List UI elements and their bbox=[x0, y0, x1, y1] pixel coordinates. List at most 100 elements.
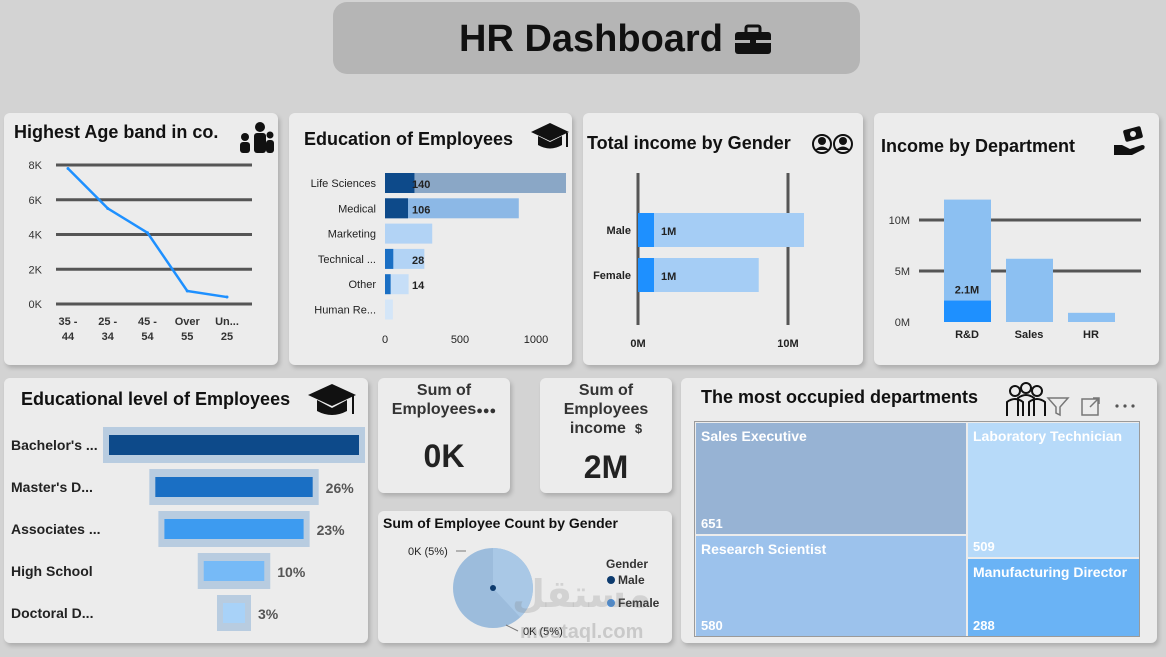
x-tick-label: 55 bbox=[181, 331, 193, 343]
x-tick-label: 45 - bbox=[138, 316, 157, 328]
bar bbox=[385, 248, 425, 269]
page-title: HR Dashboard bbox=[459, 18, 723, 60]
departments-card[interactable]: The most occupied departments Sales Exec… bbox=[681, 378, 1157, 643]
legend-title: Gender bbox=[606, 557, 648, 571]
money-hand-icon bbox=[1114, 126, 1145, 155]
gender-income-title: Total income by Gender bbox=[587, 133, 791, 153]
kpi-employees-card[interactable]: Sum of Employees●●● 0K bbox=[378, 378, 510, 493]
data-label: 28 bbox=[412, 255, 424, 267]
education-card[interactable]: Education of Employees Life Sciences 140 M… bbox=[289, 113, 572, 365]
gender-pie-title: Sum of Employee Count by Gender bbox=[383, 515, 618, 531]
more-options-icon[interactable] bbox=[1112, 395, 1138, 417]
highlight-bar bbox=[385, 248, 394, 269]
y-tick-label: 10M bbox=[889, 215, 910, 227]
x-tick-label: 0 bbox=[382, 334, 388, 346]
filter-icon[interactable] bbox=[1046, 395, 1070, 417]
x-tick-label: 34 bbox=[102, 331, 115, 343]
gender-income-card[interactable]: Total income by Gender Male 1M Female 1M 0M 1… bbox=[583, 113, 863, 365]
x-tick-label: Un... bbox=[215, 316, 239, 328]
treemap-cell-label: Laboratory Technician bbox=[973, 428, 1123, 444]
category-label: Master's D... bbox=[11, 479, 93, 495]
treemap-cell-value: 651 bbox=[701, 516, 723, 531]
dollar-icon: $ bbox=[634, 421, 643, 436]
highlight-bar bbox=[385, 274, 391, 295]
y-tick-label: 4K bbox=[29, 230, 43, 242]
funnel-bar bbox=[203, 561, 265, 581]
kpi-income-label-1: Sum of bbox=[578, 382, 634, 399]
x-tick-label: HR bbox=[1083, 329, 1099, 341]
treemap-cell[interactable]: Laboratory Technician 509 bbox=[968, 423, 1139, 557]
kpi-income-value: 2M bbox=[583, 449, 629, 485]
funnel-bar bbox=[109, 435, 359, 455]
category-label: High School bbox=[11, 563, 93, 579]
y-tick-label: 5M bbox=[895, 266, 910, 278]
data-label: 10% bbox=[277, 564, 306, 580]
bar bbox=[638, 213, 804, 247]
kpi-income-label-3-row: income $ bbox=[540, 419, 672, 438]
legend-label: Male bbox=[618, 573, 645, 587]
gender-income-bar-chart[interactable]: Male 1M Female 1M 0M 10M bbox=[583, 113, 863, 365]
category-label: Bachelor's ... bbox=[11, 437, 98, 453]
team-icon bbox=[1006, 382, 1046, 416]
category-label: Other bbox=[348, 279, 376, 291]
data-label: 14 bbox=[412, 280, 425, 292]
category-label: Medical bbox=[338, 203, 376, 215]
title-banner: HR Dashboard bbox=[333, 2, 860, 74]
pie-data-label: 0K (5%) bbox=[408, 546, 448, 558]
kpi-employees-label: Sum of Employees●●● bbox=[378, 381, 510, 421]
graduation-cap-icon bbox=[308, 384, 356, 415]
bar bbox=[385, 274, 409, 295]
legend-swatch bbox=[607, 599, 615, 607]
edu-level-card[interactable]: Educational level of Employees Bachelor'… bbox=[4, 378, 368, 643]
pie-data-label: 0K (5%) bbox=[523, 626, 563, 638]
treemap-cell[interactable]: Research Scientist 580 bbox=[696, 536, 966, 636]
graduation-cap-icon bbox=[531, 123, 569, 149]
age-line-chart[interactable]: 8K 6K 4K 2K 0K 35 - 44 25 - 34 45 - 54 Over 55 Un... 2… bbox=[4, 113, 278, 365]
briefcase-icon bbox=[735, 24, 771, 54]
x-tick-label: 54 bbox=[141, 331, 154, 343]
x-tick-label: Sales bbox=[1015, 329, 1044, 341]
gender-pie-card[interactable]: Sum of Employee Count by Gender 0K (5%) 0… bbox=[378, 511, 672, 643]
education-title: Education of Employees bbox=[304, 129, 514, 149]
kpi-income-card[interactable]: Sum of Employees income $ 2M bbox=[540, 378, 672, 493]
age-band-card[interactable]: Highest Age band in co. 8K 6K 4K 2K 0K 35 - 44… bbox=[4, 113, 278, 365]
kpi-employees-label-text: Sum of Employees bbox=[391, 382, 477, 418]
treemap-cell-label: Sales Executive bbox=[701, 428, 807, 444]
legend-swatch bbox=[607, 576, 615, 584]
gender-avatars-icon bbox=[812, 134, 853, 154]
data-label: 106 bbox=[412, 204, 430, 216]
y-tick-label: 0K bbox=[29, 299, 43, 311]
focus-mode-icon[interactable] bbox=[1080, 395, 1102, 417]
data-label: 1M bbox=[661, 271, 676, 283]
y-tick-label: 2K bbox=[29, 264, 43, 276]
treemap-cell[interactable]: Manufacturing Director 288 bbox=[968, 559, 1139, 636]
dept-income-bar-chart[interactable]: 10M 5M 0M 2.1M R&D Sales HR bbox=[874, 113, 1159, 365]
watermark-text: mostaql.com bbox=[520, 621, 644, 643]
leader-line bbox=[505, 624, 519, 632]
data-point bbox=[225, 295, 229, 299]
treemap-cell[interactable]: Sales Executive 651 bbox=[696, 423, 966, 534]
dept-income-card[interactable]: Income by Department 10M 5M 0M 2.1M R&D Sales… bbox=[874, 113, 1159, 365]
x-tick-label: 10M bbox=[777, 338, 798, 350]
dept-income-title: Income by Department bbox=[881, 136, 1076, 156]
departments-title: The most occupied departments bbox=[701, 387, 979, 407]
people-small-icon: ●●● bbox=[476, 405, 497, 417]
funnel-bar bbox=[164, 519, 304, 539]
edu-level-funnel-chart[interactable]: Bachelor's ... Master's D... 26% Associates… bbox=[4, 378, 368, 643]
category-label: Doctoral D... bbox=[11, 605, 93, 621]
highlight-bar bbox=[385, 173, 415, 193]
data-point bbox=[106, 206, 110, 210]
highlight-bar bbox=[638, 258, 654, 292]
data-label: 23% bbox=[317, 522, 346, 538]
bar bbox=[1068, 312, 1115, 322]
bar bbox=[385, 198, 519, 219]
category-label: Female bbox=[593, 270, 631, 282]
x-tick-label: R&D bbox=[955, 329, 979, 341]
data-point bbox=[66, 166, 70, 170]
data-label: 26% bbox=[326, 480, 355, 496]
category-label: Male bbox=[607, 225, 631, 237]
gender-pie-chart[interactable]: 0K (5%) 0K (5%) Gender Male Female bbox=[378, 511, 672, 643]
category-label: Technical ... bbox=[318, 254, 376, 266]
category-label: Associates ... bbox=[11, 521, 101, 537]
